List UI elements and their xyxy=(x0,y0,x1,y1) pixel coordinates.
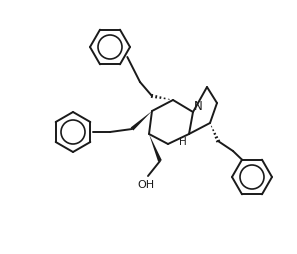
Polygon shape xyxy=(149,134,162,162)
Text: OH: OH xyxy=(138,180,154,190)
Text: H: H xyxy=(179,137,187,147)
Text: N: N xyxy=(194,100,202,113)
Polygon shape xyxy=(131,111,152,131)
